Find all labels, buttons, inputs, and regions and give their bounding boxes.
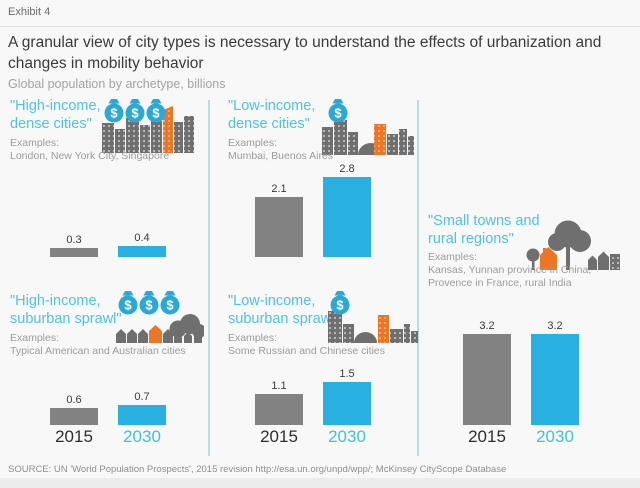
bar-group: 2.1 2.8	[255, 163, 371, 257]
money-bag-dense-city-icon: $	[322, 99, 414, 155]
bar-2015	[463, 334, 511, 425]
bar-group: 0.3 0.4	[50, 232, 166, 257]
bar-group: 3.2 3.2	[463, 320, 579, 425]
bar-group: 0.6 0.7	[50, 391, 166, 425]
year-axis: 2015 2030	[50, 427, 166, 447]
year-label-2015: 2015	[260, 427, 298, 446]
year-label-2015: 2015	[468, 427, 506, 446]
bar-2030	[323, 382, 371, 425]
examples-text: Mumbai, Buenos Aires	[228, 150, 334, 162]
year-label-2030: 2030	[536, 427, 574, 446]
trees-village-icon	[526, 216, 620, 270]
examples-label: Examples:	[10, 332, 60, 344]
source-note: SOURCE: UN 'World Population Prospects',…	[8, 464, 507, 475]
bar-value-2015: 0.6	[66, 394, 82, 406]
chart-subtitle: Global population by archetype, billions	[8, 77, 226, 91]
bar-group: 1.1 1.5	[255, 368, 371, 425]
bar-value-2015: 2.1	[271, 183, 287, 195]
bar-2030	[531, 334, 579, 425]
column-divider-2	[417, 100, 419, 456]
panel-title-low-income-suburban: "Low-income, suburban sprawl"	[228, 293, 340, 327]
year-axis: 2015 2030	[463, 427, 579, 447]
examples-label: Examples:	[228, 137, 278, 149]
bar-2015	[255, 197, 303, 257]
bar-value-2015: 3.2	[479, 320, 495, 332]
panel-title-high-income-dense: "High-income, dense cities"	[10, 98, 101, 132]
money-bag-suburban-icon: $	[328, 291, 418, 343]
bar-value-2015: 1.1	[271, 380, 287, 392]
bar-2015	[255, 394, 303, 425]
bar-2030	[118, 405, 166, 425]
examples-text: Kansas, Yunnan province in China, Proven…	[428, 264, 592, 290]
money-bags-suburban-icon: $	[116, 291, 204, 343]
bar-value-2015: 0.3	[66, 234, 82, 246]
bar-value-2030: 0.4	[134, 232, 150, 244]
panel-title-small-towns-rural: "Small towns and rural regions"	[428, 213, 540, 247]
panel-title-low-income-dense: "Low-income, dense cities"	[228, 98, 316, 132]
examples-label: Examples:	[10, 137, 60, 149]
bar-value-2030: 3.2	[547, 320, 563, 332]
bar-2030	[323, 177, 371, 257]
year-axis: 2015 2030	[255, 427, 371, 447]
bottom-strip	[0, 478, 640, 488]
panel-title-high-income-suburban: "High-income, suburban sprawl"	[10, 293, 122, 327]
header-divider	[0, 26, 640, 27]
examples-label: Examples:	[228, 332, 278, 344]
bar-2015	[50, 248, 98, 257]
column-divider-1	[208, 100, 210, 456]
bar-value-2030: 1.5	[339, 368, 355, 380]
year-label-2030: 2030	[123, 427, 161, 446]
bar-value-2030: 2.8	[339, 163, 355, 175]
examples-text: Some Russian and Chinese cities	[228, 345, 385, 357]
examples-text: Typical American and Australian cities	[10, 345, 186, 357]
examples-text: London, New York City, Singapore	[10, 150, 170, 162]
year-label-2030: 2030	[328, 427, 366, 446]
examples-label: Examples:	[428, 251, 478, 263]
money-bags-dense-city-icon: $	[102, 99, 194, 153]
page-title: A granular view of city types is necessa…	[8, 34, 602, 72]
exhibit-label: Exhibit 4	[8, 6, 51, 18]
bar-2015	[50, 408, 98, 425]
bar-value-2030: 0.7	[134, 391, 150, 403]
year-label-2015: 2015	[55, 427, 93, 446]
bar-2030	[118, 246, 166, 257]
